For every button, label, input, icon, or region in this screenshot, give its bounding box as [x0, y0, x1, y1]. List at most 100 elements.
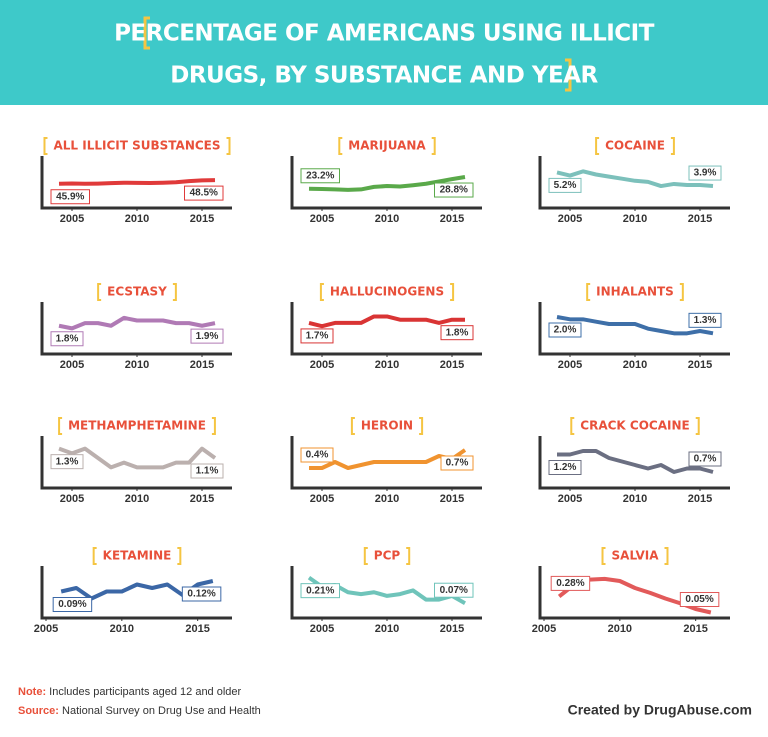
bracket	[97, 283, 102, 301]
bracket	[143, 16, 150, 50]
value-label: 0.7%	[694, 454, 717, 465]
x-tick-label: 2005	[60, 493, 84, 505]
value-label-box	[548, 177, 582, 193]
bracket	[43, 137, 48, 155]
value-label: 0.7%	[446, 458, 469, 469]
bracket	[431, 137, 436, 155]
value-label-box	[184, 185, 224, 201]
chart-title: ALL ILLICIT SUBSTANCES	[53, 139, 220, 153]
axis	[40, 566, 232, 620]
x-tick-label: 2015	[688, 493, 712, 505]
credit: Created by DrugAbuse.com	[568, 702, 752, 718]
value-label-box	[548, 322, 582, 338]
value-label: 2.0%	[554, 325, 577, 336]
x-tick-label: 2010	[125, 493, 149, 505]
value-label: 0.28%	[556, 578, 584, 589]
chart-title: HEROIN	[361, 419, 413, 433]
line	[58, 178, 216, 186]
bracket	[58, 417, 63, 435]
bracket	[570, 417, 575, 435]
x-tick-label: 2015	[688, 359, 712, 371]
value-label-box	[688, 451, 722, 467]
value-label: 1.3%	[694, 315, 717, 326]
chart-title: HALLUCINOGENS	[330, 285, 444, 299]
bracket	[177, 547, 182, 565]
x-tick-label: 2005	[60, 213, 84, 225]
x-tick-label: 2005	[310, 359, 334, 371]
value-label-box	[550, 575, 591, 591]
value-label-box	[548, 460, 582, 475]
value-label-box	[50, 189, 90, 205]
axis	[538, 436, 730, 490]
value-label-box	[300, 328, 334, 344]
x-tick-label: 2005	[310, 623, 334, 635]
value-label-box	[688, 165, 722, 181]
bracket	[338, 137, 343, 155]
value-label: 0.12%	[187, 589, 215, 600]
value-label: 0.05%	[685, 594, 713, 605]
bracket	[695, 417, 700, 435]
value-label-box	[688, 312, 722, 328]
x-tick-label: 2005	[558, 493, 582, 505]
footer-note: Note: Includes participants aged 12 and …	[18, 686, 242, 698]
x-tick-label: 2010	[375, 359, 399, 371]
x-tick-label: 2005	[34, 623, 58, 635]
chart-title: PCP	[374, 549, 401, 563]
value-label-box	[300, 583, 340, 599]
value-label: 5.2%	[554, 180, 577, 191]
x-tick-label: 2010	[375, 213, 399, 225]
value-label: 1.7%	[306, 331, 329, 342]
x-tick-label: 2015	[440, 623, 464, 635]
bracket	[363, 547, 368, 565]
x-tick-label: 2015	[683, 623, 707, 635]
x-tick-label: 2015	[440, 359, 464, 371]
x-tick-label: 2005	[558, 213, 582, 225]
bracket	[565, 58, 572, 92]
chart-title: SALVIA	[612, 549, 660, 563]
value-label: 48.5%	[190, 188, 218, 199]
x-tick-label: 2010	[623, 213, 647, 225]
line	[58, 315, 216, 331]
value-label-box	[434, 182, 474, 198]
value-label-box	[50, 454, 84, 470]
value-label: 1.8%	[56, 333, 79, 344]
bracket	[406, 547, 411, 565]
x-tick-label: 2010	[125, 359, 149, 371]
header-title: PERCENTAGE OF AMERICANS USING ILLICIT	[114, 21, 655, 47]
chart-title: KETAMINE	[103, 549, 172, 563]
x-tick-label: 2010	[375, 623, 399, 635]
x-tick-label: 2015	[185, 623, 209, 635]
value-label-box	[300, 447, 334, 463]
value-label-box	[50, 331, 84, 347]
value-label: 1.1%	[196, 466, 219, 477]
bracket	[172, 283, 177, 301]
bracket	[450, 283, 455, 301]
value-label: 1.3%	[56, 456, 79, 467]
bracket	[586, 283, 591, 301]
axis	[40, 302, 232, 356]
x-tick-label: 2005	[532, 623, 556, 635]
bracket	[679, 283, 684, 301]
source-label: Source:	[18, 705, 59, 717]
value-label-box	[440, 455, 474, 471]
value-label: 0.09%	[58, 599, 86, 610]
line	[58, 446, 217, 470]
bracket	[595, 137, 600, 155]
bracket	[601, 547, 606, 565]
header-band	[0, 0, 768, 105]
x-tick-label: 2010	[623, 493, 647, 505]
line	[556, 315, 714, 336]
value-label-box	[300, 168, 340, 184]
axis	[40, 436, 232, 490]
line	[308, 175, 466, 192]
axis	[40, 156, 232, 210]
value-label-box	[190, 463, 224, 479]
x-tick-label: 2015	[190, 213, 214, 225]
x-tick-label: 2005	[310, 213, 334, 225]
footer-source: Source: National Survey on Drug Use and …	[18, 705, 261, 717]
value-label-box	[679, 592, 720, 607]
value-label: 0.21%	[306, 585, 334, 596]
x-tick-label: 2010	[608, 623, 632, 635]
value-label-box	[52, 597, 93, 612]
